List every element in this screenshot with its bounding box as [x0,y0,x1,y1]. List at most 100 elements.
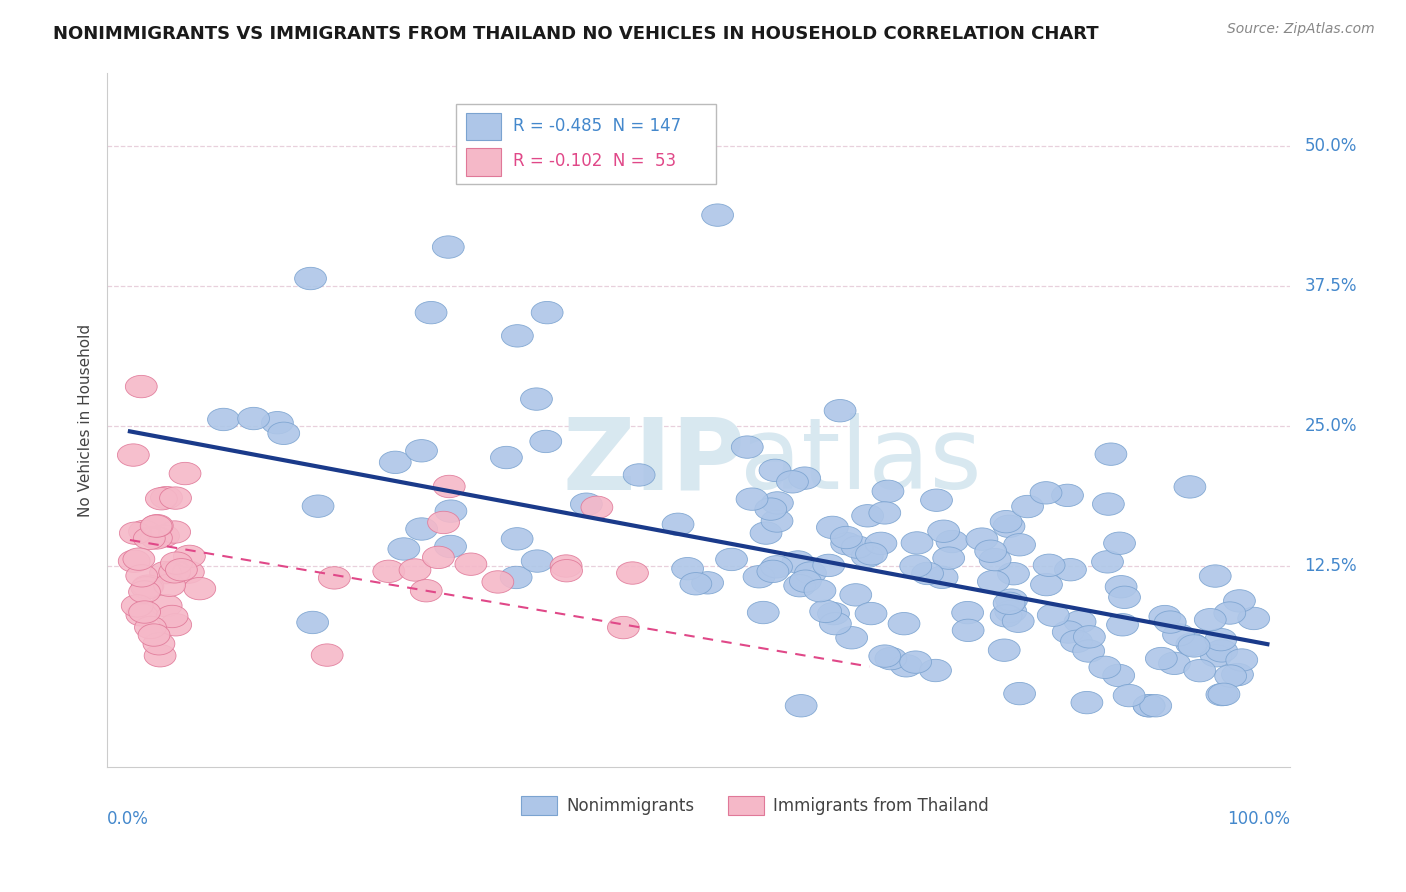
Ellipse shape [1052,621,1084,643]
Ellipse shape [530,430,561,452]
Ellipse shape [889,613,920,635]
FancyBboxPatch shape [456,104,717,184]
Ellipse shape [997,563,1029,585]
Ellipse shape [979,549,1011,571]
Text: 25.0%: 25.0% [1305,417,1357,434]
Text: ZIP: ZIP [562,413,745,510]
Ellipse shape [1206,683,1237,706]
Ellipse shape [1012,495,1043,517]
Ellipse shape [785,695,817,717]
Ellipse shape [433,475,465,498]
Ellipse shape [789,570,821,592]
Ellipse shape [1140,695,1171,717]
Ellipse shape [1226,648,1258,671]
Ellipse shape [128,581,160,603]
Ellipse shape [1199,565,1232,587]
FancyBboxPatch shape [522,796,557,814]
Ellipse shape [434,535,467,558]
Ellipse shape [1178,635,1211,657]
Ellipse shape [990,605,1022,627]
Ellipse shape [1108,586,1140,608]
Text: 12.5%: 12.5% [1305,557,1357,574]
Ellipse shape [761,556,793,578]
Ellipse shape [550,555,582,577]
Ellipse shape [501,566,531,589]
Ellipse shape [692,572,724,594]
Ellipse shape [502,325,533,347]
Ellipse shape [869,645,901,667]
Ellipse shape [405,440,437,462]
Ellipse shape [135,616,166,639]
Text: R = -0.485  N = 147: R = -0.485 N = 147 [513,117,681,135]
Ellipse shape [1133,695,1166,717]
Ellipse shape [1038,604,1069,626]
Ellipse shape [422,546,454,568]
Ellipse shape [744,566,775,588]
Ellipse shape [817,602,849,624]
Ellipse shape [607,616,640,639]
Ellipse shape [1092,493,1125,516]
Ellipse shape [262,411,294,434]
Ellipse shape [1184,659,1216,681]
Ellipse shape [988,639,1021,661]
Ellipse shape [810,600,842,623]
Ellipse shape [911,562,943,584]
Ellipse shape [295,268,326,290]
Ellipse shape [804,580,837,602]
Y-axis label: No Vehicles in Household: No Vehicles in Household [79,324,93,516]
Ellipse shape [831,526,862,549]
Ellipse shape [160,487,191,509]
Ellipse shape [1201,645,1232,667]
Ellipse shape [311,644,343,666]
Ellipse shape [159,521,191,543]
Ellipse shape [617,562,648,584]
Ellipse shape [145,488,177,510]
Ellipse shape [551,559,582,582]
Ellipse shape [1149,606,1181,628]
Ellipse shape [751,522,782,544]
Ellipse shape [184,577,215,599]
Ellipse shape [1215,665,1247,687]
Ellipse shape [581,496,613,518]
Text: NONIMMIGRANTS VS IMMIGRANTS FROM THAILAND NO VEHICLES IN HOUSEHOLD CORRELATION C: NONIMMIGRANTS VS IMMIGRANTS FROM THAILAN… [53,25,1099,43]
Ellipse shape [824,400,856,422]
Ellipse shape [1222,664,1253,686]
Ellipse shape [531,301,562,324]
Ellipse shape [716,549,748,571]
Ellipse shape [125,376,157,398]
Ellipse shape [153,574,186,597]
Ellipse shape [1213,602,1246,624]
Ellipse shape [901,532,934,554]
Ellipse shape [1004,533,1035,556]
Ellipse shape [839,583,872,606]
Ellipse shape [411,580,441,602]
Ellipse shape [851,545,883,567]
Text: atlas: atlas [740,413,981,510]
Ellipse shape [122,548,155,570]
Ellipse shape [1159,652,1191,674]
Ellipse shape [990,510,1022,533]
Ellipse shape [869,501,901,524]
Ellipse shape [623,464,655,486]
Ellipse shape [755,498,787,520]
Ellipse shape [173,545,205,567]
Ellipse shape [761,510,793,533]
Ellipse shape [128,520,160,542]
Ellipse shape [406,518,437,541]
Ellipse shape [121,595,153,617]
Ellipse shape [415,301,447,324]
Ellipse shape [129,601,160,624]
Ellipse shape [427,511,460,533]
Ellipse shape [150,486,183,508]
Ellipse shape [160,552,193,574]
Ellipse shape [160,614,191,636]
FancyBboxPatch shape [728,796,763,814]
Ellipse shape [872,480,904,502]
FancyBboxPatch shape [465,148,501,176]
Ellipse shape [150,594,183,617]
Ellipse shape [1073,625,1105,648]
Ellipse shape [145,645,176,667]
Ellipse shape [173,561,204,583]
Ellipse shape [794,562,827,584]
Ellipse shape [491,446,523,468]
